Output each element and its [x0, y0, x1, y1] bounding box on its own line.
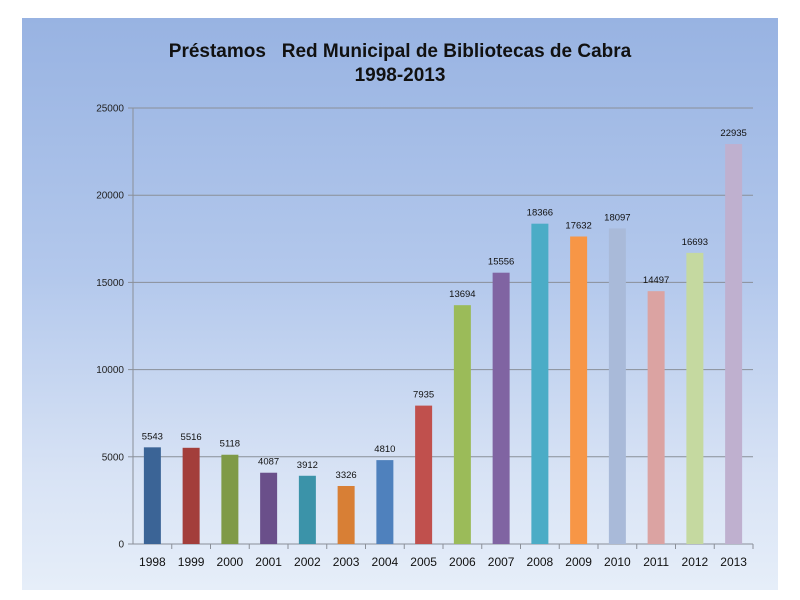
- x-tick-label: 2007: [488, 555, 515, 569]
- bar-2012: [686, 252, 704, 544]
- x-tick-label: 2009: [565, 555, 592, 569]
- x-tick-label: 1999: [178, 555, 205, 569]
- bar-1998: [143, 447, 161, 544]
- data-label-2010: 18097: [604, 212, 630, 223]
- chart-title: Préstamos Red Municipal de Bibliotecas d…: [22, 40, 778, 88]
- x-tick-label: 2002: [294, 555, 321, 569]
- data-label-2006: 13694: [449, 289, 475, 300]
- bar-2000: [221, 454, 239, 544]
- y-tick-label: 25000: [96, 104, 124, 115]
- x-tick-label: 2013: [720, 555, 747, 569]
- data-label-1998: 5543: [142, 431, 163, 442]
- data-label-2007: 15556: [488, 257, 514, 268]
- data-label-2008: 18366: [527, 208, 553, 219]
- x-tick-label: 2004: [372, 555, 399, 569]
- data-label-2005: 7935: [413, 390, 434, 401]
- y-tick-label: 15000: [96, 278, 124, 289]
- data-label-2009: 17632: [565, 220, 591, 231]
- data-label-2001: 4087: [258, 457, 279, 468]
- bar-2004: [376, 460, 394, 544]
- x-tick-label: 1998: [139, 555, 166, 569]
- x-tick-label: 2006: [449, 555, 476, 569]
- x-tick-label: 2012: [682, 555, 709, 569]
- bar-2007: [492, 272, 510, 544]
- bar-2001: [260, 472, 278, 544]
- x-tick-label: 2003: [333, 555, 360, 569]
- title-line: Préstamos Red Municipal de Bibliotecas d…: [168, 41, 632, 62]
- y-tick-label: 0: [118, 540, 124, 551]
- bar-2008: [531, 223, 549, 544]
- x-tick-label: 2010: [604, 555, 631, 569]
- y-tick-label: 10000: [96, 365, 124, 376]
- data-label-2003: 3326: [336, 470, 357, 481]
- bar-2005: [415, 405, 433, 544]
- bar-2002: [298, 475, 316, 544]
- bar-2006: [453, 305, 471, 544]
- x-tick-label: 2008: [527, 555, 554, 569]
- data-label-2013: 22935: [720, 128, 746, 139]
- y-tick-label: 5000: [102, 452, 125, 463]
- bar-2009: [570, 236, 588, 544]
- x-tick-label: 2001: [255, 555, 282, 569]
- x-tick-label: 2011: [643, 555, 669, 569]
- subtitle-line: 1998-2013: [354, 65, 446, 86]
- data-label-2002: 3912: [297, 460, 318, 471]
- bar-2013: [725, 144, 743, 544]
- bar-2010: [608, 228, 626, 545]
- data-label-2012: 16693: [682, 237, 708, 248]
- bar-2011: [647, 291, 665, 544]
- data-label-2004: 4810: [374, 444, 395, 455]
- x-tick-label: 2000: [217, 555, 244, 569]
- bar-1999: [182, 447, 200, 544]
- x-tick-label: 2005: [410, 555, 437, 569]
- data-label-1999: 5516: [181, 432, 202, 443]
- bar-2003: [337, 485, 355, 544]
- data-label-2000: 5118: [220, 439, 240, 450]
- y-tick-label: 20000: [96, 191, 124, 202]
- data-label-2011: 14497: [643, 275, 669, 286]
